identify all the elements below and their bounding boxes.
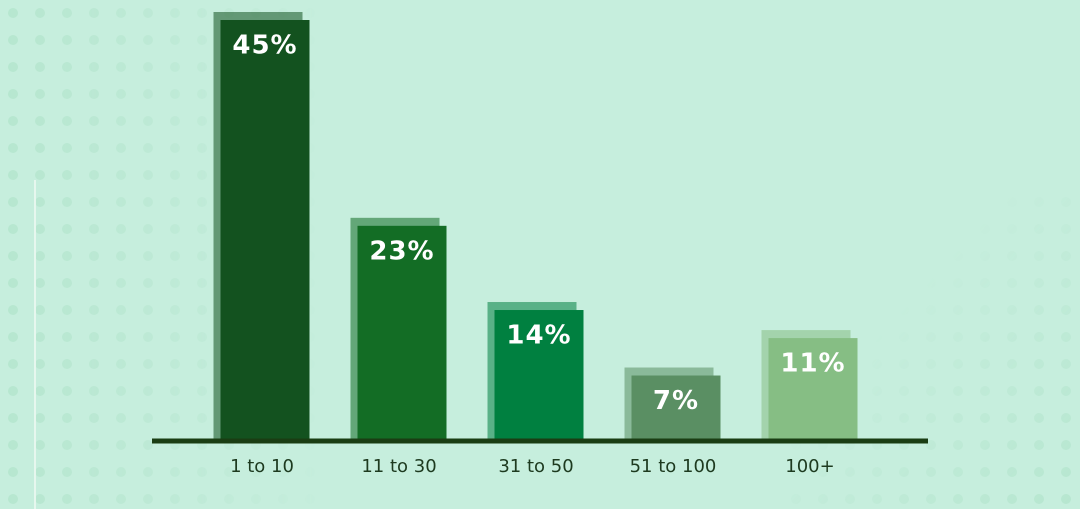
bars: 45% 1 to 10 23% 11 to 30 14% 31 to 50 7% 51 to … [213, 12, 858, 477]
baseline [152, 438, 928, 444]
bar [357, 225, 447, 441]
value-label: 45% [232, 31, 297, 61]
value-label: 11% [780, 349, 845, 379]
x-tick-label: 11 to 30 [361, 456, 436, 477]
bar [631, 375, 721, 441]
bar [768, 338, 858, 441]
x-tick-label: 100+ [785, 456, 834, 477]
bar [494, 310, 584, 441]
x-tick-label: 51 to 100 [630, 456, 717, 477]
x-tick-label: 1 to 10 [230, 456, 294, 477]
value-label: 7% [653, 386, 699, 416]
x-tick-label: 31 to 50 [498, 456, 573, 477]
value-label: 23% [369, 236, 434, 266]
bar [220, 20, 310, 441]
value-label: 14% [506, 321, 571, 351]
